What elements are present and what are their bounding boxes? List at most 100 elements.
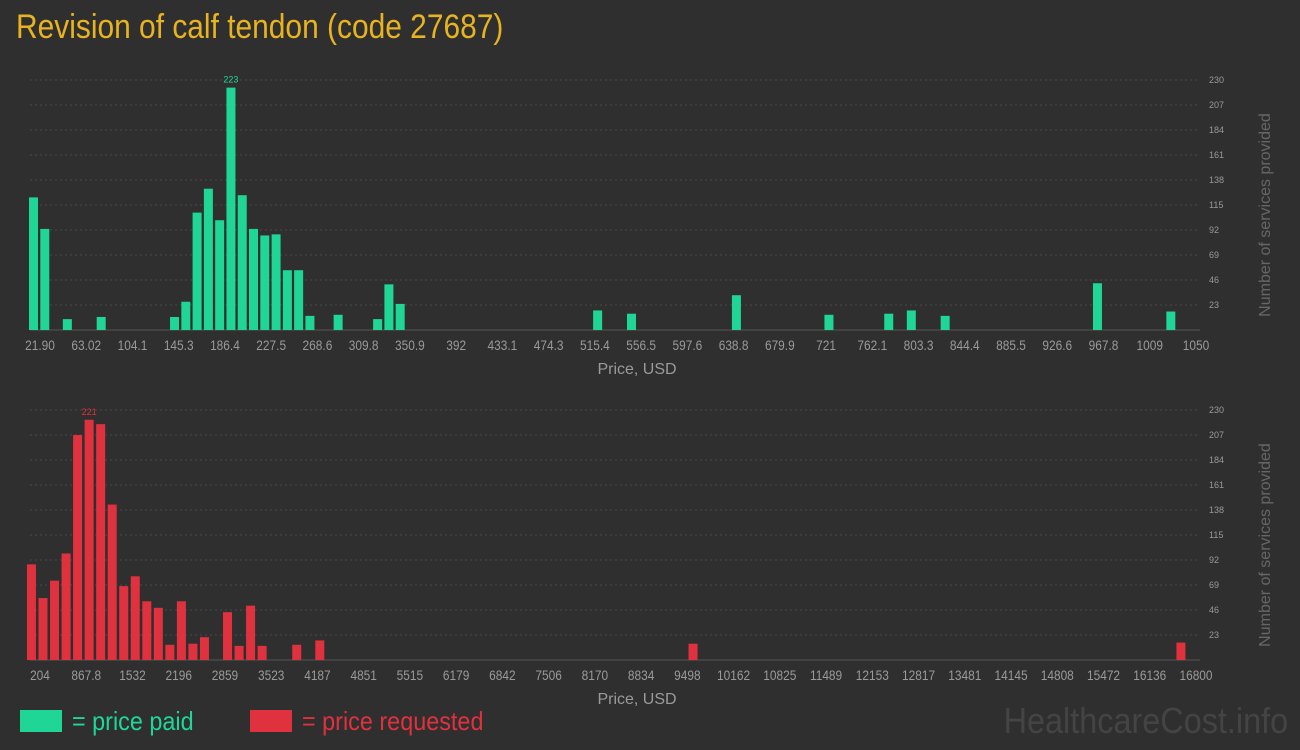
x-axis-label: Price, USD [597,691,676,708]
bar-paid [249,228,259,330]
x-tick-label: 556.5 [626,337,656,353]
y-tick-label: 115 [1209,200,1223,210]
bar-paid [593,310,603,330]
bar-requested [165,644,175,660]
bar-paid [731,295,741,330]
x-tick-label: 12817 [902,667,935,683]
bar-paid [1166,311,1176,330]
x-tick-label: 204 [30,667,50,683]
x-tick-label: 1009 [1137,337,1163,353]
x-tick-label: 11489 [810,667,842,683]
x-tick-label: 4187 [304,667,330,683]
x-tick-label: 515.4 [580,337,610,353]
bar-paid [294,270,304,330]
x-tick-label: 10825 [763,667,796,683]
bar-paid [62,319,72,330]
bar-requested [223,612,233,660]
x-tick-label: 186.4 [210,337,240,353]
y-tick-label: 184 [1209,455,1224,465]
bar-requested [26,564,36,660]
bar-requested [234,645,244,660]
y-tick-label: 207 [1209,430,1224,440]
bar-paid [40,228,50,330]
x-tick-label: 12153 [856,667,889,683]
x-tick-label: 721 [816,337,836,353]
y-tick-label: 23 [1209,300,1219,310]
bar-paid [824,314,834,330]
y-tick-label: 230 [1209,75,1224,85]
bar-paid [96,316,106,330]
x-tick-label: 433.1 [488,337,518,353]
x-tick-label: 16800 [1179,667,1212,683]
y-tick-label: 161 [1209,480,1224,490]
x-tick-label: 967.8 [1089,337,1119,353]
bar-paid [170,316,180,330]
bar-requested [257,645,267,660]
x-tick-label: 2196 [165,667,191,683]
x-tick-label: 6179 [443,667,469,683]
y-tick-label: 23 [1209,630,1219,640]
watermark: HealthcareCost.info [1003,700,1288,741]
x-axis-label: Price, USD [597,361,676,378]
bar-paid [237,195,247,330]
bar-paid [333,314,343,330]
price-requested-chart: 23 46 69 92 115 138 161 184 207 230 221 204 867.8 153… [26,405,1274,708]
bar-requested [130,576,140,660]
y-tick-label: 138 [1209,175,1224,185]
bar-paid [305,315,315,330]
bar-requested [119,586,129,660]
x-tick-label: 844.4 [950,337,980,353]
x-tick-label: 392 [446,337,466,353]
x-tick-label: 104.1 [118,337,148,353]
x-tick-label: 9498 [674,667,700,683]
bar-requested [292,644,302,660]
x-tick-label: 15472 [1087,667,1120,683]
x-tick-label: 638.8 [719,337,749,353]
bar-paid [203,188,213,330]
bar-requested [61,553,71,660]
bar-requested [107,504,117,660]
bar-requested [199,637,209,660]
x-tick-label: 803.3 [904,337,934,353]
legend-paid-swatch [20,710,62,732]
x-tick-label: 227.5 [256,337,286,353]
bar-paid [906,310,916,330]
bar-paid [940,315,950,330]
bar-requested [84,419,94,660]
bar-paid [181,301,191,330]
x-tick-label: 7506 [535,667,561,683]
bar-paid [282,270,292,330]
x-tick-label: 63.02 [71,337,101,353]
x-tick-label: 474.3 [534,337,564,353]
x-tick-label: 597.6 [672,337,702,353]
x-tick-label: 3523 [258,667,284,683]
bar-requested [73,435,83,660]
x-tick-label: 13481 [948,667,981,683]
y-tick-label: 184 [1209,125,1224,135]
bar-requested [142,601,152,660]
bar-paid [395,303,405,330]
y-tick-label: 230 [1209,405,1224,415]
x-tick-label: 885.5 [996,337,1026,353]
x-tick-label: 5515 [397,667,423,683]
y-tick-label: 207 [1209,100,1224,110]
y-tick-label: 92 [1209,555,1219,565]
bar-requested [1176,642,1186,660]
bar-paid [215,220,225,330]
chart-title: Revision of calf tendon (code 27687) [16,8,504,46]
bar-paid [28,197,38,330]
x-tick-label: 14145 [995,667,1028,683]
y-tick-label: 115 [1209,530,1223,540]
y-tick-label: 138 [1209,505,1224,515]
x-tick-label: 16136 [1133,667,1166,683]
bar-requested [188,643,198,660]
x-tick-label: 268.6 [303,337,333,353]
x-tick-label: 14808 [1041,667,1074,683]
y-tick-label: 161 [1209,150,1224,160]
peak-data-label: 221 [82,407,97,417]
x-tick-label: 762.1 [857,337,887,353]
bar-paid [626,313,636,330]
x-tick-label: 4851 [350,667,376,683]
y-axis-label: Number of services provided [1257,443,1274,647]
